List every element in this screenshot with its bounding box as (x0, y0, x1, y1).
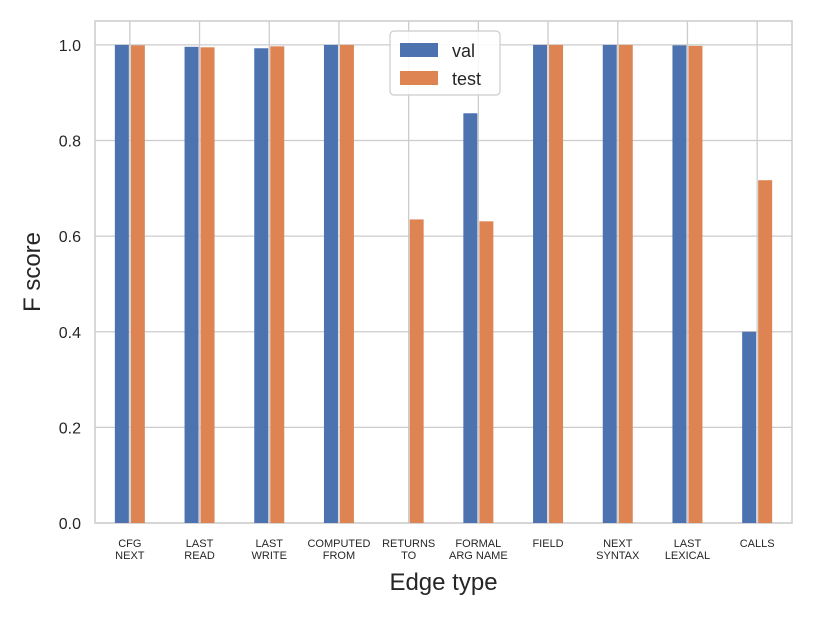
x-tick-label: NEXT SYNTAX (596, 538, 640, 562)
bar-test (270, 46, 285, 523)
y-tick-label: 0.8 (59, 134, 81, 151)
bar-val (184, 46, 199, 524)
y-tick-label: 0.0 (59, 516, 81, 533)
y-tick-label: 0.6 (59, 229, 81, 246)
x-axis-label: Edge type (389, 569, 497, 596)
y-tick-label: 0.2 (59, 420, 81, 437)
bar-val (602, 44, 617, 524)
x-tick-label: RETURNS TO (382, 538, 435, 562)
y-tick-label: 1.0 (59, 38, 81, 55)
bar-val (742, 331, 757, 523)
legend-label-val: val (452, 41, 475, 61)
x-gridlines (129, 21, 758, 523)
legend-swatch-val (400, 43, 438, 57)
x-tick-label: CALLS (740, 538, 775, 550)
bar-test (409, 219, 424, 523)
bar-test (618, 44, 633, 524)
bar-val (533, 44, 548, 524)
bars (114, 44, 773, 524)
bar-test (339, 44, 354, 524)
bar-val (672, 45, 687, 523)
bar-val (254, 48, 269, 523)
x-tick-label: COMPUTED FROM (307, 538, 370, 562)
x-tick-label: FIELD (532, 538, 563, 550)
legend-label-test: test (452, 69, 481, 89)
bar-test (200, 47, 215, 524)
bar-val (463, 113, 478, 523)
legend-box (389, 30, 501, 96)
bar-test (479, 221, 494, 523)
bar-test (549, 44, 564, 524)
bar-val (323, 44, 338, 524)
x-tick-label: CFG NEXT (115, 538, 145, 562)
y-axis-label: F score (19, 232, 46, 312)
y-tick-label: 0.4 (59, 325, 81, 342)
y-tick-labels: 0.0 0.2 0.4 0.6 0.8 1.0 (59, 38, 81, 533)
bar-val (114, 44, 129, 524)
x-tick-label: LAST WRITE (252, 538, 287, 562)
x-tick-label: LAST LEXICAL (665, 538, 710, 562)
x-tick-label: FORMAL ARG NAME (449, 538, 508, 562)
legend-swatch-test (400, 71, 438, 85)
bar-test (758, 180, 773, 523)
x-tick-labels: CFG NEXT LAST READ LAST WRITE COMPUTED FROM RETU… (115, 538, 774, 562)
bar-test (688, 45, 703, 523)
plot-frame (94, 20, 793, 524)
bar-test (130, 45, 145, 523)
x-tick-label: LAST READ (184, 538, 215, 562)
legend: val test (389, 30, 501, 96)
